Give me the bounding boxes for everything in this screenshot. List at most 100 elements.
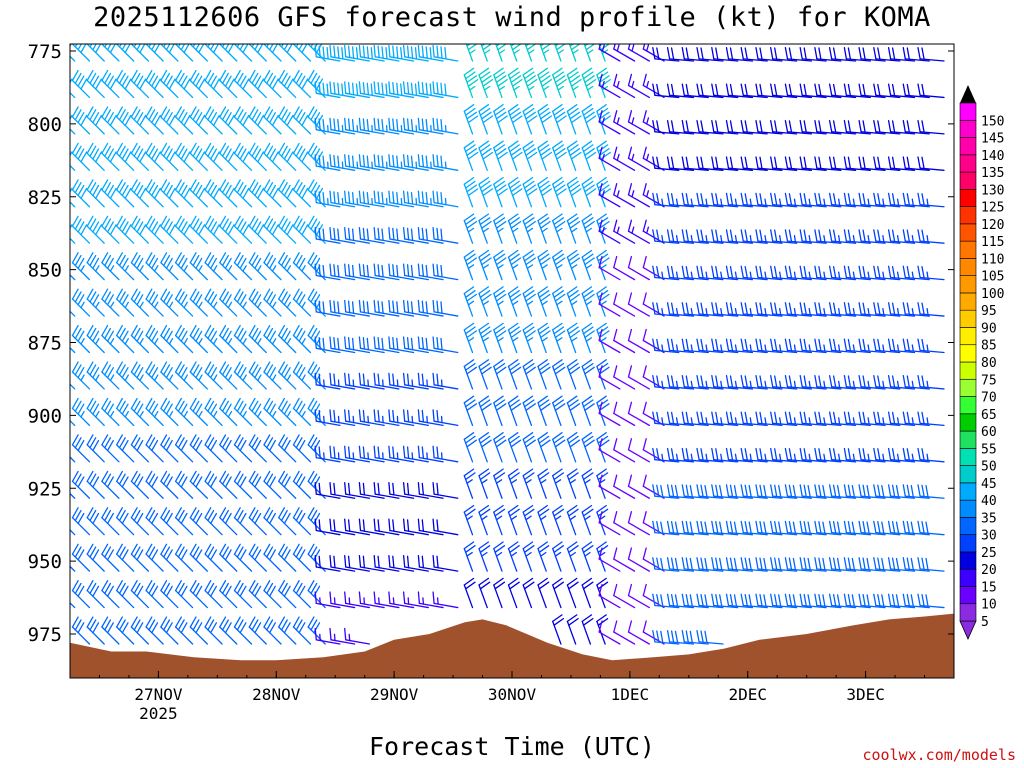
wind-barb <box>478 432 492 463</box>
wind-barb <box>101 288 120 317</box>
colorbar-swatch <box>959 551 977 570</box>
wind-barb <box>902 484 930 499</box>
wind-barb <box>740 447 768 463</box>
wind-barb <box>388 372 415 390</box>
wind-barb <box>219 616 238 645</box>
wind-barb <box>917 338 945 354</box>
wind-barb <box>681 411 709 427</box>
wind-barb <box>740 192 768 208</box>
wind-barb <box>902 47 930 62</box>
wind-barb <box>524 44 537 62</box>
wind-barb <box>770 192 798 208</box>
wind-barb <box>86 361 105 390</box>
wind-barb <box>86 507 105 536</box>
wind-barb <box>463 286 478 317</box>
wind-barb <box>263 324 282 354</box>
wind-barb <box>145 179 164 208</box>
wind-barb <box>233 324 253 354</box>
wind-barb <box>507 541 520 572</box>
wind-barb <box>917 374 945 390</box>
wind-barb <box>858 83 886 99</box>
wind-barb <box>814 484 842 499</box>
wind-barb <box>873 557 901 572</box>
wind-barb <box>219 361 238 390</box>
wind-barb <box>145 361 164 390</box>
wind-barb <box>828 265 857 281</box>
colorbar-label: 115 <box>981 235 1004 250</box>
wind-barb <box>204 215 223 244</box>
wind-barb <box>581 286 595 317</box>
wind-barb <box>388 44 415 62</box>
wind-barb <box>463 468 476 499</box>
wind-barb <box>417 154 444 171</box>
colorbar-swatch <box>959 189 977 207</box>
colorbar-swatch <box>959 137 977 156</box>
wind-barb <box>248 142 267 171</box>
wind-barb <box>843 192 871 208</box>
colorbar-label: 95 <box>981 304 997 319</box>
wind-barb <box>402 482 429 499</box>
wind-barb <box>770 593 798 609</box>
wind-barb <box>537 213 551 244</box>
wind-barb <box>189 434 208 463</box>
wind-barb <box>799 119 827 135</box>
wind-barb <box>233 179 253 208</box>
wind-barb <box>627 474 650 499</box>
wind-barb <box>233 580 253 609</box>
wind-barb <box>344 227 371 244</box>
wind-barb <box>902 447 930 463</box>
wind-barb <box>344 627 371 645</box>
wind-barb <box>344 299 371 317</box>
wind-barb <box>145 252 164 281</box>
wind-barb <box>784 192 813 208</box>
wind-barb <box>314 591 341 609</box>
wind-barb <box>417 554 444 572</box>
wind-barb <box>116 361 135 390</box>
wind-barb <box>160 580 179 609</box>
wind-barb <box>145 106 164 135</box>
wind-barb <box>463 104 479 135</box>
colorbar-swatch <box>959 413 977 432</box>
wind-barb <box>86 179 105 208</box>
wind-barb <box>725 374 754 390</box>
wind-barb <box>652 484 680 499</box>
wind-barb <box>70 265 76 281</box>
wind-barb <box>219 179 238 208</box>
wind-barb <box>248 44 267 62</box>
wind-barb <box>116 616 135 645</box>
wind-barb <box>204 361 223 390</box>
wind-barb <box>432 263 459 281</box>
wind-barb <box>784 593 813 609</box>
wind-barb <box>770 302 798 317</box>
credit-text: coolwx.com/models <box>862 746 1016 764</box>
chart-title: 2025112606 GFS forecast wind profile (kt… <box>93 2 931 33</box>
wind-barb <box>86 324 105 354</box>
wind-barb <box>130 470 150 499</box>
wind-barb <box>388 482 415 499</box>
wind-barb <box>70 338 76 354</box>
wind-barb <box>402 190 429 208</box>
wind-barb <box>711 302 739 317</box>
colorbar-swatch <box>959 344 977 363</box>
wind-barb <box>248 288 267 317</box>
wind-barb <box>358 591 385 609</box>
wind-barb <box>740 83 768 99</box>
wind-barb <box>70 374 76 390</box>
wind-barb <box>522 504 535 536</box>
x-tick-label: 28NOV <box>252 685 301 704</box>
wind-barb <box>263 69 282 99</box>
wind-barb <box>537 249 551 281</box>
wind-barb <box>627 292 650 317</box>
wind-barb <box>568 44 581 62</box>
wind-barb <box>666 47 695 62</box>
wind-barb <box>189 397 208 427</box>
wind-barb <box>725 265 754 281</box>
wind-barb <box>71 106 91 135</box>
wind-barb <box>329 554 356 572</box>
wind-barb <box>204 288 223 317</box>
wind-barb <box>388 554 415 572</box>
wind-barb <box>843 520 871 536</box>
wind-barb <box>666 374 695 390</box>
wind-barb <box>292 543 312 572</box>
wind-barb <box>358 445 385 463</box>
